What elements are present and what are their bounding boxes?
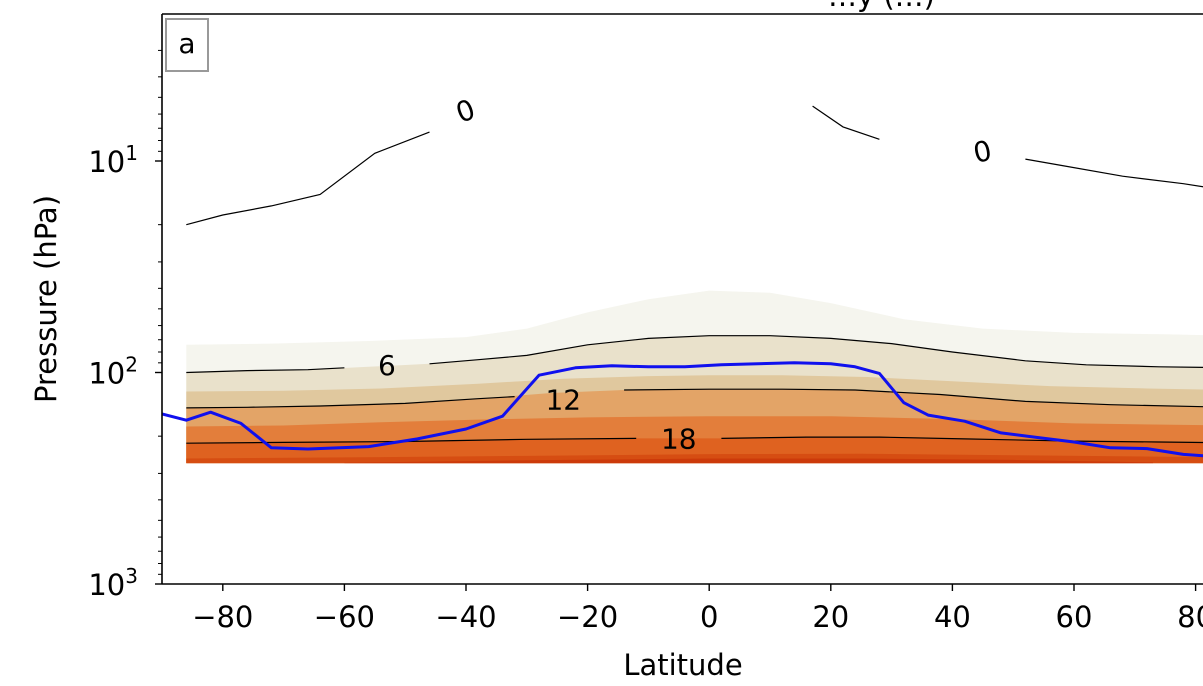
contour-line bbox=[186, 131, 430, 226]
x-tick-label: 40 bbox=[934, 600, 971, 634]
x-tick-label: 60 bbox=[1056, 600, 1093, 634]
contour-line bbox=[624, 388, 1203, 408]
contour-line bbox=[186, 367, 345, 374]
contour-line bbox=[1025, 158, 1203, 188]
contour-line bbox=[186, 396, 515, 409]
x-tick-label: 20 bbox=[812, 600, 849, 634]
axes bbox=[161, 13, 1203, 585]
x-tick-label: 0 bbox=[700, 600, 718, 634]
x-axis-label: Latitude bbox=[623, 648, 742, 682]
y-tick-label: 101 bbox=[88, 141, 138, 179]
contour-line bbox=[812, 105, 880, 140]
panel-label: a bbox=[178, 27, 195, 60]
contour-label: 18 bbox=[661, 423, 697, 456]
y-tick-label: 102 bbox=[88, 353, 138, 391]
contour-line bbox=[429, 335, 1203, 369]
contour-label: 6 bbox=[378, 349, 396, 382]
x-axis-ticks: −80 −60 −40 −20 0 20 40 60 80 bbox=[192, 584, 1203, 634]
contour-lines bbox=[186, 105, 1203, 444]
x-tick-label: −40 bbox=[435, 600, 496, 634]
contour-labels: 0 0 6 12 18 bbox=[378, 93, 995, 456]
chart-title: …y (…) bbox=[828, 0, 935, 13]
x-tick-label: −20 bbox=[557, 600, 618, 634]
y-axis-ticks: 101 102 103 bbox=[88, 49, 162, 602]
x-tick-label: 80 bbox=[1177, 600, 1203, 634]
y-axis-label: Pressure (hPa) bbox=[29, 195, 63, 403]
contour-label: 0 bbox=[970, 134, 994, 170]
series-line bbox=[162, 361, 1203, 458]
x-tick-label: −80 bbox=[192, 600, 253, 634]
panel-label-box: a bbox=[165, 18, 209, 72]
x-tick-label: −60 bbox=[314, 600, 375, 634]
contour-fill-band bbox=[344, 458, 1153, 464]
contour-label: 12 bbox=[545, 383, 581, 416]
contour-line bbox=[721, 436, 1203, 444]
y-tick-label: 103 bbox=[88, 564, 138, 602]
contour-label: 0 bbox=[451, 93, 479, 130]
series-lines bbox=[162, 361, 1203, 458]
